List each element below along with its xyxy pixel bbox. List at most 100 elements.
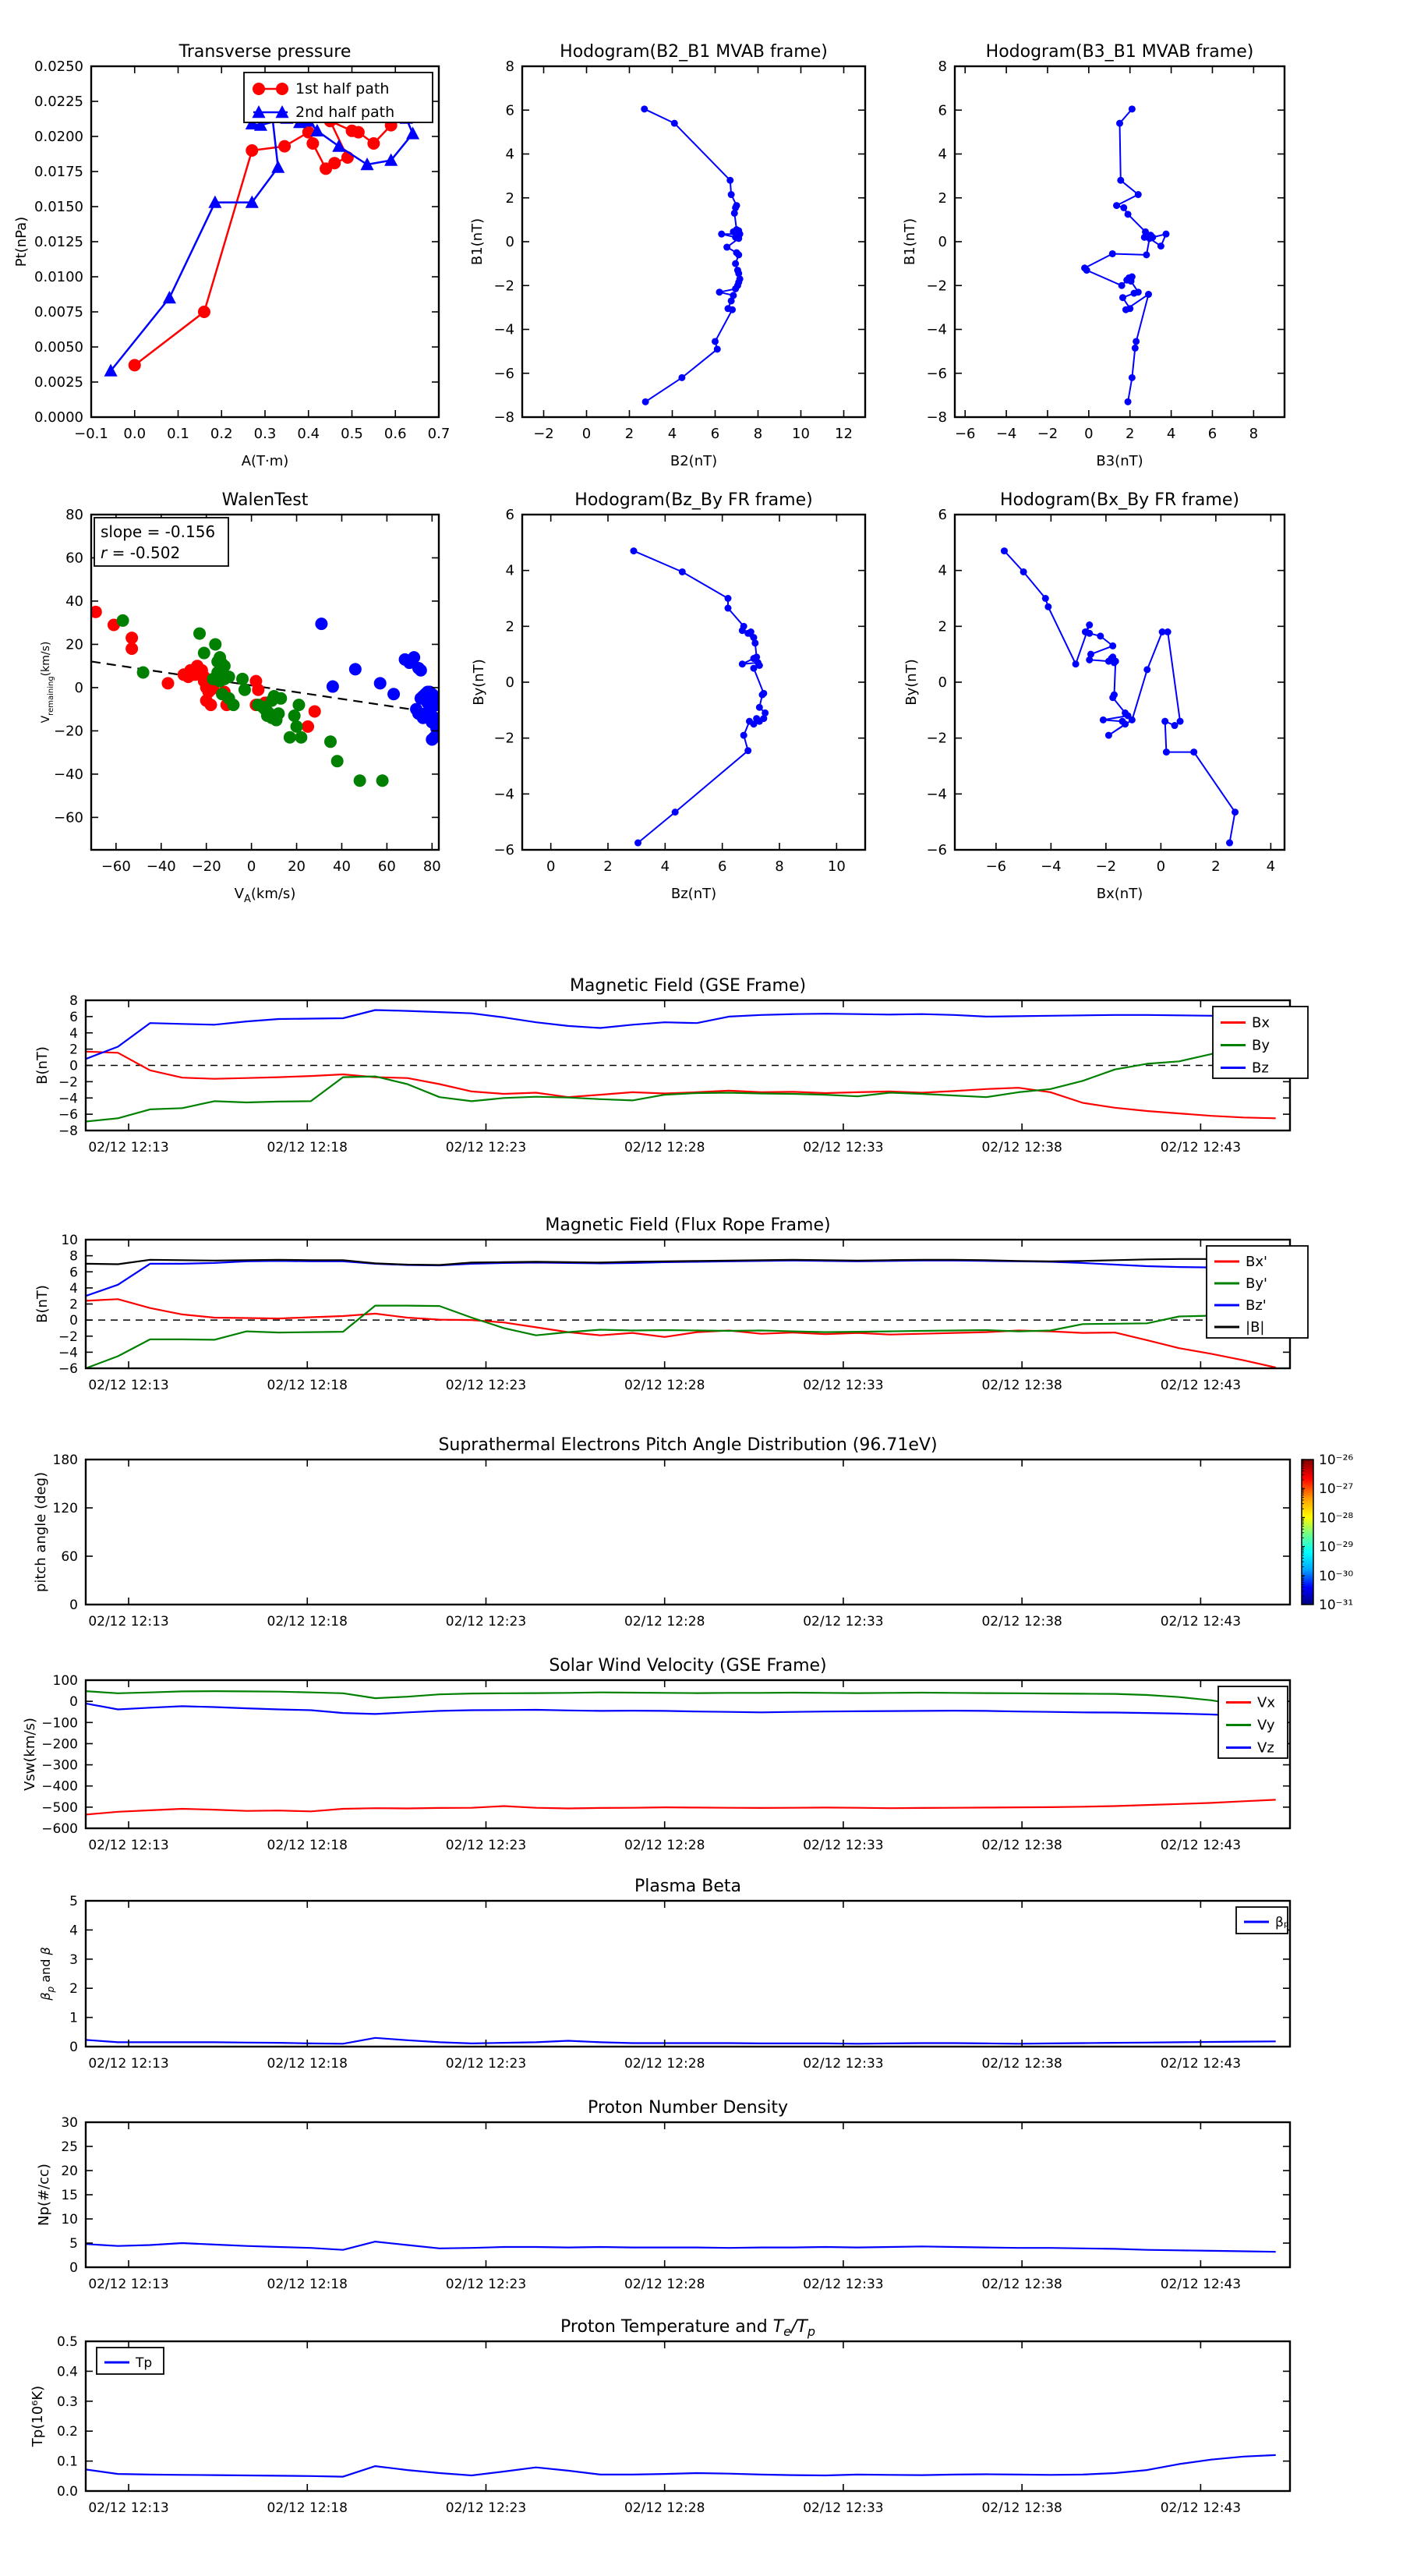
- xtick-label: −6: [986, 858, 1007, 875]
- marker-dot: [116, 614, 129, 627]
- marker-dot: [1190, 748, 1198, 756]
- marker-circle: [278, 140, 292, 153]
- ytick-label: 0.0225: [34, 94, 83, 110]
- marker-dot: [738, 627, 746, 635]
- marker-dot: [1142, 228, 1150, 235]
- ytick-label: −4: [58, 1091, 78, 1106]
- marker-dot: [1116, 119, 1123, 127]
- marker-dot: [373, 677, 387, 690]
- xtick-label: 02/12 12:38: [981, 2500, 1062, 2516]
- xlabel-hodogram-b2-b1: B2(nT): [670, 453, 717, 469]
- plot-area-plasma-beta: [86, 2036, 1276, 2045]
- xtick-label: 02/12 12:13: [88, 2056, 168, 2072]
- marker-triangle: [162, 291, 176, 304]
- ytick-label: −8: [493, 409, 514, 426]
- ytick-label: 0.0050: [34, 339, 83, 356]
- ytick-label: 0.0: [57, 2484, 78, 2500]
- xtick-label: 02/12 12:43: [1161, 2500, 1241, 2516]
- marker-dot: [408, 651, 421, 664]
- marker-dot: [671, 809, 679, 816]
- marker-dot: [290, 720, 303, 733]
- ytick-label: 40: [65, 593, 83, 610]
- series-Vy: [86, 1690, 1276, 1711]
- marker-dot: [323, 735, 337, 748]
- marker-dot: [755, 662, 763, 669]
- xtick-label: 02/12 12:33: [803, 1140, 883, 1155]
- ytick-label: 0: [69, 2260, 78, 2276]
- xtick-label: −4: [996, 426, 1017, 442]
- ytick-label: 0.3: [57, 2394, 78, 2410]
- xtick-label: 02/12 12:28: [624, 2056, 705, 2072]
- ytick-label: −20: [54, 723, 83, 739]
- title-proton-temp: Proton Temperature and Te/Tp: [560, 2317, 815, 2339]
- ytick-label: −6: [926, 366, 947, 382]
- ytick-label: 6: [938, 507, 947, 523]
- marker-dot: [430, 722, 439, 735]
- marker-dot: [1104, 731, 1112, 739]
- marker-triangle: [275, 105, 289, 119]
- ytick-label: 4: [506, 563, 514, 579]
- ytick-label: 20: [61, 2164, 78, 2179]
- ylabel-b-fr: B(nT): [34, 1285, 51, 1323]
- colorbar-label: 10⁻²⁹: [1319, 1540, 1353, 1555]
- xtick-label: 8: [754, 426, 762, 442]
- marker-dot: [724, 595, 732, 602]
- marker-dot: [1086, 629, 1094, 637]
- marker-circle: [246, 144, 259, 157]
- ylabel-b-gse: B(nT): [34, 1046, 51, 1085]
- marker-dot: [1131, 344, 1139, 352]
- panel-transverse-pressure: −0.1 0.0 0.1 0.2 0.3 0.4 0.5 0.6 0.7 0.0000 0.0025…: [13, 42, 450, 469]
- marker-circle: [253, 83, 265, 95]
- ytick-label: 8: [938, 58, 947, 75]
- marker-dot: [730, 292, 737, 299]
- xtick-label: 8: [775, 858, 783, 875]
- marker-dot: [746, 717, 753, 725]
- ytick-label: 6: [938, 102, 947, 119]
- marker-dot: [236, 672, 249, 685]
- colorbar-label: 10⁻²⁸: [1319, 1510, 1353, 1526]
- panel-proton-density: 02/12 12:13 02/12 12:18 02/12 12:23 02/12 1…: [36, 2098, 1292, 2292]
- xtick-label: −2: [1096, 858, 1117, 875]
- panel-hodogram-bz-by: 0 2 4 6 8 10 −6 −4 −2 0 2 4 6 Hodogram(Bz_By FR frame…: [471, 490, 867, 902]
- marker-dot: [387, 688, 401, 701]
- marker-dot: [353, 774, 366, 787]
- xtick-label: 02/12 12:38: [981, 2277, 1062, 2292]
- series-By-prime: [86, 1295, 1277, 1368]
- ytick-label: 4: [506, 147, 514, 163]
- ytick-label: −2: [926, 731, 947, 747]
- ytick-label: −400: [41, 1779, 78, 1795]
- marker-dot: [326, 680, 339, 693]
- marker-dot: [292, 699, 306, 712]
- marker-circle: [341, 151, 354, 164]
- ytick-label: 4: [938, 147, 947, 163]
- xtick-label: 02/12 12:18: [267, 1838, 348, 1853]
- plot-area-b-fr: [86, 1258, 1290, 1368]
- xtick-label: 0.0: [123, 426, 146, 442]
- xtick-label: 2: [1211, 858, 1220, 875]
- xtick-label: 02/12 12:23: [446, 1140, 526, 1155]
- ytick-label: 6: [69, 1010, 78, 1025]
- legend-label: 2nd half path: [295, 104, 394, 121]
- marker-dot: [744, 629, 752, 637]
- marker-dot: [1097, 632, 1104, 640]
- xtick-label: 02/12 12:28: [624, 2500, 705, 2516]
- legend-label: By: [1252, 1038, 1270, 1054]
- marker-circle: [306, 137, 320, 150]
- xtick-label: 0: [247, 858, 256, 875]
- ytick-label: 60: [61, 1549, 78, 1565]
- ytick-label: 0: [69, 1694, 78, 1710]
- axes-frame: [84, 1458, 1292, 1606]
- marker-triangle: [332, 139, 346, 152]
- xtick-label: 02/12 12:28: [624, 1140, 705, 1155]
- title-vsw: Solar Wind Velocity (GSE Frame): [549, 1656, 826, 1675]
- xtick-label: 10: [828, 858, 846, 875]
- ytick-label: 4: [69, 1923, 78, 1938]
- ytick-label: 3: [69, 1952, 78, 1968]
- plot-area-proton-density: [86, 2241, 1276, 2253]
- xtick-label: 60: [378, 858, 396, 875]
- ytick-label: −6: [58, 1107, 78, 1123]
- xlabel-hodogram-bz-by: Bz(nT): [671, 886, 716, 902]
- title-b-gse: Magnetic Field (GSE Frame): [570, 976, 806, 996]
- xtick-label: 02/12 12:43: [1161, 1140, 1241, 1155]
